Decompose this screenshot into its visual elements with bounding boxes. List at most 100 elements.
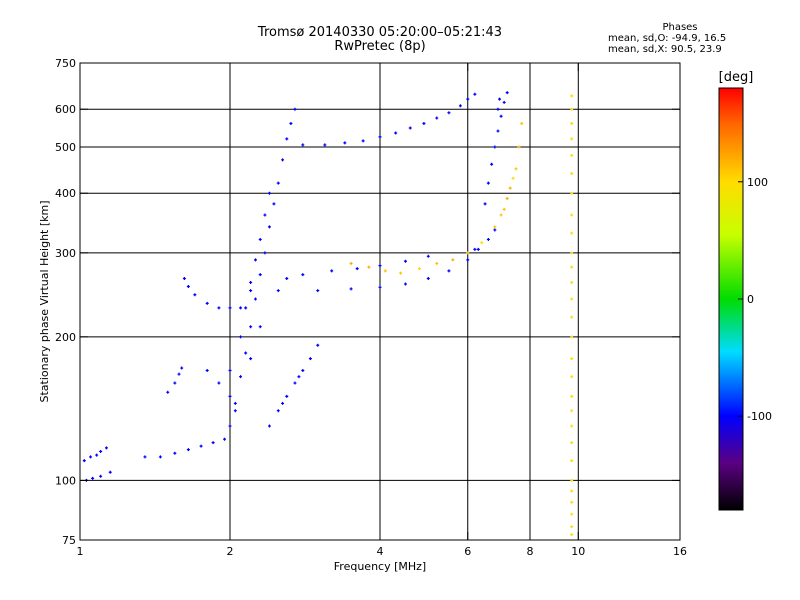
data-point <box>466 97 470 101</box>
data-point <box>570 171 574 175</box>
data-point <box>193 293 197 297</box>
data-point <box>570 137 574 141</box>
data-point <box>466 251 470 255</box>
data-point <box>570 251 574 255</box>
data-point <box>285 277 289 281</box>
data-point <box>570 94 574 98</box>
data-point <box>158 455 162 459</box>
data-point <box>316 343 320 347</box>
data-point <box>361 139 365 143</box>
data-point <box>422 122 426 126</box>
data-point <box>417 267 421 271</box>
data-point <box>399 271 403 275</box>
data-point <box>249 289 253 293</box>
data-point <box>249 325 253 329</box>
data-point <box>293 381 297 385</box>
series-2 <box>267 343 320 428</box>
data-point <box>394 131 398 135</box>
series-1 <box>228 107 297 428</box>
data-point <box>378 264 382 268</box>
data-point <box>239 375 243 379</box>
series-8 <box>570 94 574 537</box>
series-6 <box>301 92 477 147</box>
data-point <box>281 401 285 405</box>
data-point <box>458 104 462 108</box>
data-point <box>182 277 186 281</box>
data-point <box>570 489 574 493</box>
data-point <box>570 500 574 504</box>
chart-subtitle: RwPretec (8p) <box>334 39 426 54</box>
data-point <box>308 357 312 361</box>
data-point <box>570 335 574 339</box>
data-point <box>253 258 257 262</box>
data-point <box>570 375 574 379</box>
y-tick-label: 100 <box>55 474 76 487</box>
data-point <box>426 277 430 281</box>
data-point <box>330 269 334 273</box>
data-point <box>253 297 257 301</box>
data-point <box>249 357 253 361</box>
data-point <box>223 437 227 441</box>
y-tick-label: 75 <box>62 534 76 547</box>
colorbar-tick-label: 100 <box>747 176 768 189</box>
data-point <box>570 512 574 516</box>
data-point <box>502 207 506 211</box>
data-point <box>244 306 248 310</box>
y-tick-label: 500 <box>55 141 76 154</box>
colorbar-tick-label: 0 <box>747 293 754 306</box>
data-point <box>293 107 297 111</box>
data-point <box>378 135 382 139</box>
data-point <box>570 357 574 361</box>
data-point <box>89 455 93 459</box>
series-7 <box>483 91 509 206</box>
data-point <box>349 261 353 265</box>
data-point <box>473 247 477 251</box>
data-point <box>408 126 412 130</box>
series-3 <box>249 228 497 293</box>
data-point <box>570 122 574 126</box>
data-point <box>323 143 327 147</box>
data-point <box>289 122 293 126</box>
data-point <box>301 143 305 147</box>
data-point <box>570 478 574 482</box>
data-point <box>301 368 305 372</box>
data-point <box>263 213 267 217</box>
data-point <box>496 129 500 133</box>
data-point <box>490 162 494 166</box>
colorbar-unit-label: [deg] <box>718 70 754 85</box>
data-point <box>480 241 484 245</box>
x-tick-label: 10 <box>571 545 585 558</box>
data-point <box>233 401 237 405</box>
data-point <box>285 137 289 141</box>
data-point <box>496 107 500 111</box>
y-tick-label: 400 <box>55 187 76 200</box>
data-point <box>505 91 509 95</box>
data-point <box>239 306 243 310</box>
data-point <box>267 424 271 428</box>
data-point <box>228 368 232 372</box>
data-point <box>570 441 574 445</box>
data-point <box>570 315 574 319</box>
y-tick-label: 300 <box>55 247 76 260</box>
data-point <box>570 297 574 301</box>
data-point <box>217 306 221 310</box>
phases-summary: Phases mean, sd,O: -94.9, 16.5 mean, sd,… <box>600 22 800 55</box>
data-point <box>570 107 574 111</box>
y-tick-label: 600 <box>55 103 76 116</box>
data-point <box>276 409 280 413</box>
data-point <box>272 202 276 206</box>
data-point <box>267 191 271 195</box>
data-point <box>520 122 524 126</box>
data-point <box>570 265 574 269</box>
data-point <box>426 254 430 258</box>
colorbar-tick-label: -100 <box>747 410 772 423</box>
data-point <box>493 145 497 149</box>
data-point <box>498 97 502 101</box>
data-point <box>435 116 439 120</box>
data-point <box>263 251 267 255</box>
data-point <box>177 372 181 376</box>
data-point <box>378 285 382 289</box>
x-tick-label: 16 <box>673 545 687 558</box>
x-tick-label: 8 <box>527 545 534 558</box>
series-0 <box>82 277 243 482</box>
